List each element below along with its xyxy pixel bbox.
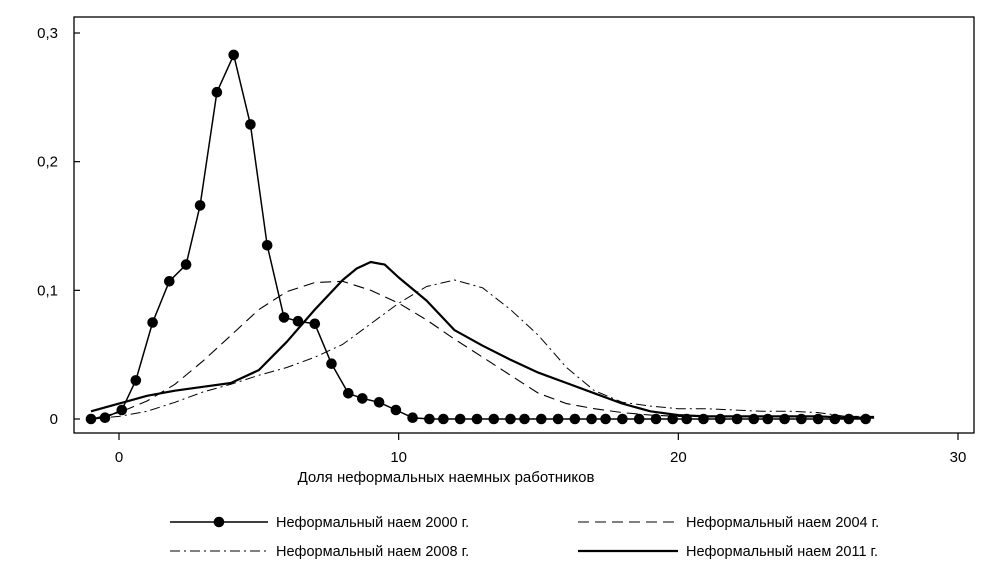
series-point [715, 413, 726, 425]
series-point [407, 412, 418, 424]
series-point [812, 413, 824, 425]
series-point [130, 375, 142, 386]
series-point [438, 413, 449, 425]
legend: Неформальный наем 2000 г. Неформальный на… [170, 515, 879, 560]
x-tick-label: 10 [390, 449, 407, 466]
legend-label-3: Неформальный наем 2011 г. [686, 544, 878, 560]
series-point [164, 276, 175, 287]
series-point [519, 413, 530, 425]
series-point [748, 413, 760, 425]
series-point [586, 413, 597, 425]
plot-frame [73, 16, 975, 434]
series-point [424, 413, 435, 425]
series-point [552, 413, 564, 425]
series-point [343, 388, 354, 399]
series-point [147, 317, 158, 328]
series-point [471, 413, 483, 425]
series-layer [85, 49, 875, 425]
series-point [617, 413, 628, 425]
series-point [667, 413, 678, 425]
y-tick-label: 0,2 [37, 154, 58, 171]
y-tick-label: 0,1 [37, 282, 58, 299]
series-point [829, 413, 841, 425]
series-point [681, 413, 692, 425]
series-point [309, 318, 321, 330]
legend-label-0: Неформальный наем 2000 г. [276, 515, 469, 531]
x-tick-label: 0 [115, 449, 123, 466]
x-axis-label: Доля неформальных наемных работников [298, 469, 595, 486]
series-point [278, 312, 290, 323]
series-point [860, 413, 871, 425]
series-point [292, 315, 304, 327]
x-tick-label: 20 [670, 449, 687, 466]
y-axis: 0 0,1 0,2 0,3 [37, 25, 80, 428]
series-point [650, 413, 662, 425]
series-point [796, 413, 807, 425]
y-tick-label: 0 [50, 411, 58, 428]
series-point [261, 240, 273, 251]
series-point [762, 413, 774, 425]
series-point [228, 49, 239, 61]
series-point [698, 413, 709, 425]
series-point [505, 413, 516, 425]
series-point [99, 412, 111, 424]
series-point [569, 413, 581, 425]
series-point [180, 259, 192, 270]
series-point [390, 404, 402, 416]
series-point [357, 393, 368, 404]
series-point [326, 358, 337, 370]
series-point [454, 413, 466, 425]
legend-label-1: Неформальный наем 2004 г. [686, 515, 879, 531]
x-axis: 0 10 20 30 [115, 433, 967, 466]
series-point [245, 119, 256, 130]
y-tick-label: 0,3 [37, 25, 58, 42]
series-line-0 [90, 54, 866, 420]
series-point [211, 86, 223, 98]
series-line-1 [90, 280, 875, 420]
series-point [85, 413, 97, 425]
series-point [116, 404, 128, 416]
legend-marker [213, 516, 225, 528]
series-line-2 [90, 279, 875, 420]
series-point [843, 413, 855, 425]
series-point [600, 413, 611, 425]
series-point [731, 413, 743, 425]
series-point [194, 200, 206, 211]
series-point [779, 413, 790, 425]
series-point [373, 397, 385, 408]
legend-label-2: Неформальный наем 2008 г. [276, 544, 469, 560]
series-point [633, 413, 645, 425]
series-line-3 [90, 260, 875, 419]
x-tick-label: 30 [950, 449, 967, 466]
series-point [536, 413, 547, 425]
series-point [488, 413, 500, 425]
